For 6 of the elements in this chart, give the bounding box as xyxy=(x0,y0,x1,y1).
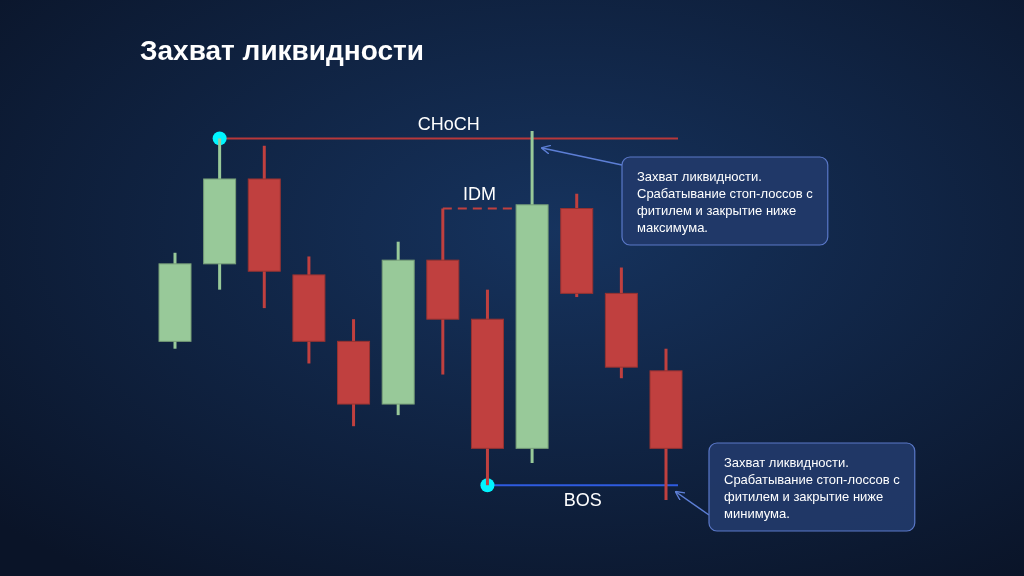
ref-line-label: IDM xyxy=(462,184,496,205)
text: Захват ликвидности. Срабатывание стоп-лоссов с фитилем и закрытие ниже минимума. xyxy=(724,455,901,521)
chart-title: Захват ликвидности xyxy=(140,35,424,66)
ref-line-label: BOS xyxy=(563,490,602,511)
annotation: Захват ликвидности. Срабатывание стоп-лоссов с фитилем и закрытие ниже максимума. xyxy=(637,169,814,235)
ref-line-label: CHoCH xyxy=(417,114,480,135)
